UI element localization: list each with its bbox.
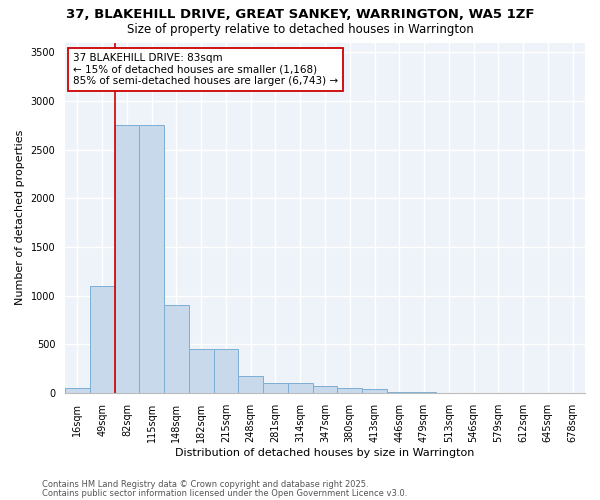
Bar (238, 376, 263, 393)
Text: 37, BLAKEHILL DRIVE, GREAT SANKEY, WARRINGTON, WA5 1ZF: 37, BLAKEHILL DRIVE, GREAT SANKEY, WARRI… (66, 8, 534, 20)
Text: 37 BLAKEHILL DRIVE: 83sqm
← 15% of detached houses are smaller (1,168)
85% of se: 37 BLAKEHILL DRIVE: 83sqm ← 15% of detac… (73, 53, 338, 86)
Y-axis label: Number of detached properties: Number of detached properties (15, 130, 25, 306)
Bar (263, 383, 288, 393)
Bar (337, 388, 362, 393)
Bar (214, 349, 238, 393)
Bar (189, 349, 214, 393)
Bar (288, 383, 313, 393)
Bar (90, 286, 115, 393)
Bar (65, 388, 90, 393)
Bar (115, 125, 139, 393)
Text: Contains HM Land Registry data © Crown copyright and database right 2025.: Contains HM Land Registry data © Crown c… (42, 480, 368, 489)
Bar (387, 392, 412, 393)
X-axis label: Distribution of detached houses by size in Warrington: Distribution of detached houses by size … (175, 448, 475, 458)
Bar (362, 390, 387, 393)
Text: Size of property relative to detached houses in Warrington: Size of property relative to detached ho… (127, 22, 473, 36)
Bar (139, 125, 164, 393)
Text: Contains public sector information licensed under the Open Government Licence v3: Contains public sector information licen… (42, 488, 407, 498)
Bar (313, 386, 337, 393)
Bar (164, 306, 189, 393)
